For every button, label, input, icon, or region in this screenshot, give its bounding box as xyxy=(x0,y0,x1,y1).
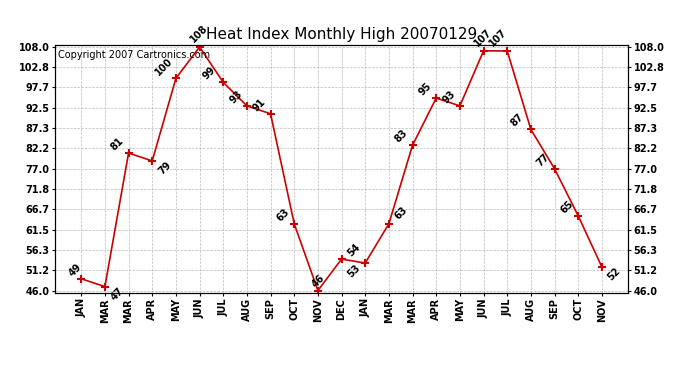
Text: 93: 93 xyxy=(440,88,457,105)
Text: 107: 107 xyxy=(488,27,509,49)
Text: 81: 81 xyxy=(109,135,126,152)
Text: 47: 47 xyxy=(109,286,126,303)
Text: 107: 107 xyxy=(473,27,494,49)
Text: 99: 99 xyxy=(201,65,217,81)
Text: 46: 46 xyxy=(310,273,326,290)
Text: 77: 77 xyxy=(535,152,552,168)
Text: 100: 100 xyxy=(154,56,175,78)
Text: 91: 91 xyxy=(251,96,268,113)
Text: 87: 87 xyxy=(509,112,525,129)
Text: 49: 49 xyxy=(68,261,84,278)
Text: 63: 63 xyxy=(275,206,291,223)
Text: 83: 83 xyxy=(393,128,410,144)
Text: 65: 65 xyxy=(559,198,575,215)
Text: 63: 63 xyxy=(393,205,410,222)
Text: 79: 79 xyxy=(157,160,173,177)
Text: 108: 108 xyxy=(188,23,210,45)
Text: 54: 54 xyxy=(346,242,362,258)
Title: Heat Index Monthly High 20070129: Heat Index Monthly High 20070129 xyxy=(206,27,477,42)
Text: 52: 52 xyxy=(606,266,622,283)
Text: 53: 53 xyxy=(346,262,362,279)
Text: Copyright 2007 Cartronics.com: Copyright 2007 Cartronics.com xyxy=(58,50,210,60)
Text: 95: 95 xyxy=(417,81,433,97)
Text: 93: 93 xyxy=(228,88,244,105)
